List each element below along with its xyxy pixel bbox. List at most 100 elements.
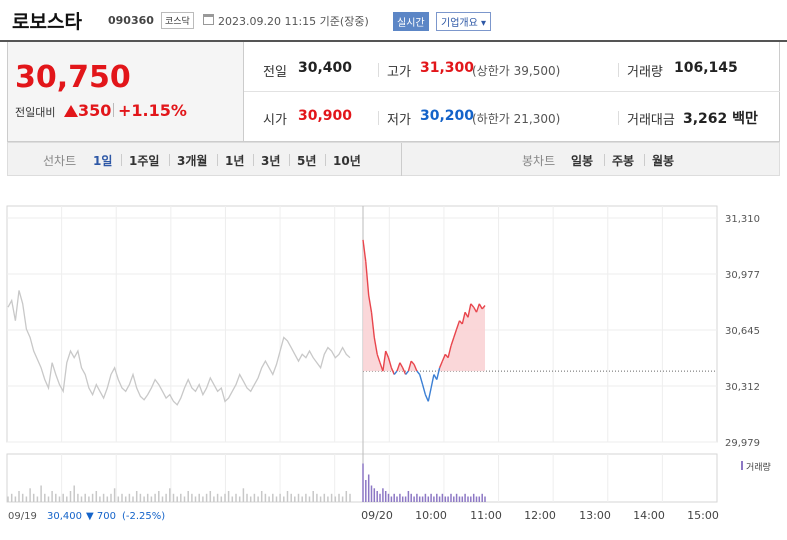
today-price-segment-up (410, 360, 415, 365)
today-price-segment-down (419, 374, 424, 385)
today-price-segment-up (475, 303, 480, 313)
today-price-segment-up (399, 362, 404, 369)
high-value: 31,300 (420, 60, 475, 76)
today-price-segment-down (427, 387, 432, 402)
x-tick-label: 09/20 (361, 509, 393, 522)
market-badge: 코스닥 (161, 12, 194, 29)
y-tick-label: 31,310 (725, 214, 760, 225)
today-price-segment-up (402, 367, 407, 375)
price-chart-svg: 31,310 30,977 30,645 30,312 29,979 거래량 09/19 30… (6, 205, 771, 522)
prior-close-label: 30,400 (47, 511, 82, 522)
tab-1w[interactable]: 1주일 (129, 154, 160, 168)
volume-legend-label: 거래량 (746, 461, 771, 473)
tab-10y[interactable]: 10년 (333, 154, 361, 168)
change-value: 350 (78, 101, 112, 120)
tab-1y[interactable]: 1년 (225, 154, 245, 168)
today-price-segment-up (447, 345, 452, 358)
volume-plot-frame (6, 453, 718, 503)
today-price-segment-up (467, 303, 472, 318)
lower-limit: (하한가 21,300) (472, 112, 561, 126)
prior-change-pct-label: (-2.25%) (122, 511, 165, 522)
x-tick-label: 09/19 (8, 511, 37, 522)
divider (604, 154, 605, 166)
tab-monthly-candle[interactable]: 월봉 (652, 154, 675, 168)
up-triangle-icon (64, 105, 78, 117)
prev-close-value: 30,400 (298, 60, 353, 76)
tab-daily-candle[interactable]: 일봉 (571, 154, 594, 168)
today-price-segment-up (413, 364, 418, 372)
tab-1d[interactable]: 1일 (93, 154, 113, 168)
today-price-segment-up (396, 362, 401, 372)
y-tick-label: 29,979 (725, 438, 760, 449)
prior-day-price-line (7, 290, 351, 406)
volume-label: 거래량 (627, 65, 663, 80)
today-price-segment-up (438, 360, 444, 369)
prev-close-label: 전일 (263, 65, 287, 80)
volume-value: 106,145 (674, 60, 738, 76)
x-tick-label: 10:00 (415, 509, 447, 522)
y-tick-label: 30,977 (725, 270, 760, 281)
today-up-area (363, 239, 485, 372)
tab-3m[interactable]: 3개월 (177, 154, 208, 168)
today-price-segment-up (461, 312, 466, 325)
tab-weekly-candle[interactable]: 주봉 (612, 154, 635, 168)
low-value: 30,200 (420, 108, 475, 124)
today-price-segment-up (407, 360, 412, 372)
today-price-segment-up (382, 350, 387, 372)
tab-3y[interactable]: 3년 (261, 154, 281, 168)
current-price: 30,750 (15, 60, 131, 95)
stock-header: 로보스타 090360 코스닥 2023.09.20 11:15 기준(장중) … (0, 0, 787, 42)
divider (121, 154, 122, 166)
prior-change-label: ▼ 700 (86, 511, 116, 522)
x-tick-label: 11:00 (470, 509, 502, 522)
today-price-segment-up (481, 305, 486, 310)
today-price-segment-down (416, 370, 421, 375)
today-price-segment-up (368, 295, 373, 313)
divider (217, 154, 218, 166)
today-price-segment-down (436, 367, 441, 380)
company-info-dropdown[interactable]: 기업개요 ▾ (436, 12, 491, 31)
today-price-segment-up (385, 350, 390, 358)
open-value: 30,900 (298, 108, 353, 124)
open-label: 시가 (263, 113, 287, 128)
change-percent: +1.15% (118, 101, 187, 120)
divider (378, 63, 379, 77)
today-price-segment-up (441, 354, 446, 362)
x-tick-label: 15:00 (687, 509, 719, 522)
today-price-segment-up (455, 320, 461, 330)
today-price-segment-up (365, 261, 370, 296)
today-price-segment-up (478, 303, 483, 310)
today-price-segment-down (430, 374, 435, 389)
today-price-segment-up (373, 337, 378, 355)
today-price-segment-up (470, 303, 475, 308)
price-chart: 31,310 30,977 30,645 30,312 29,979 거래량 09/19 30… (0, 176, 787, 540)
calendar-icon (203, 14, 214, 25)
high-label: 고가 (387, 65, 411, 80)
stock-name: 로보스타 (12, 11, 82, 33)
price-plot-frame (6, 205, 718, 443)
current-price-box: 30,750 전일대비 350 +1.15% (8, 42, 244, 141)
amount-value: 3,262 백만 (683, 111, 758, 127)
upper-limit: (상한가 39,500) (472, 64, 561, 78)
volume-legend-swatch (741, 461, 743, 470)
tab-5y[interactable]: 5년 (297, 154, 317, 168)
divider (618, 63, 619, 77)
change-label: 전일대비 (15, 106, 56, 119)
divider (244, 91, 780, 92)
divider (401, 143, 402, 176)
today-price-segment-down (424, 394, 429, 402)
divider (325, 154, 326, 166)
today-price-segment-up (390, 367, 395, 375)
x-tick-label: 12:00 (524, 509, 556, 522)
candle-chart-label: 봉차트 (522, 154, 556, 168)
chart-period-tabs: 선차트 1일 1주일 3개월 1년 3년 5년 10년 봉차트 일봉 주봉 월봉 (7, 142, 780, 176)
today-price-segment-up (453, 328, 458, 338)
divider (169, 154, 170, 166)
today-price-segment-up (450, 337, 455, 347)
y-tick-label: 30,645 (725, 326, 760, 337)
today-price-segment-down (393, 370, 398, 375)
today-price-segment-up (387, 357, 393, 368)
today-price-segment-up (370, 312, 375, 338)
divider (644, 154, 645, 166)
realtime-button[interactable]: 실시간 (393, 12, 429, 31)
